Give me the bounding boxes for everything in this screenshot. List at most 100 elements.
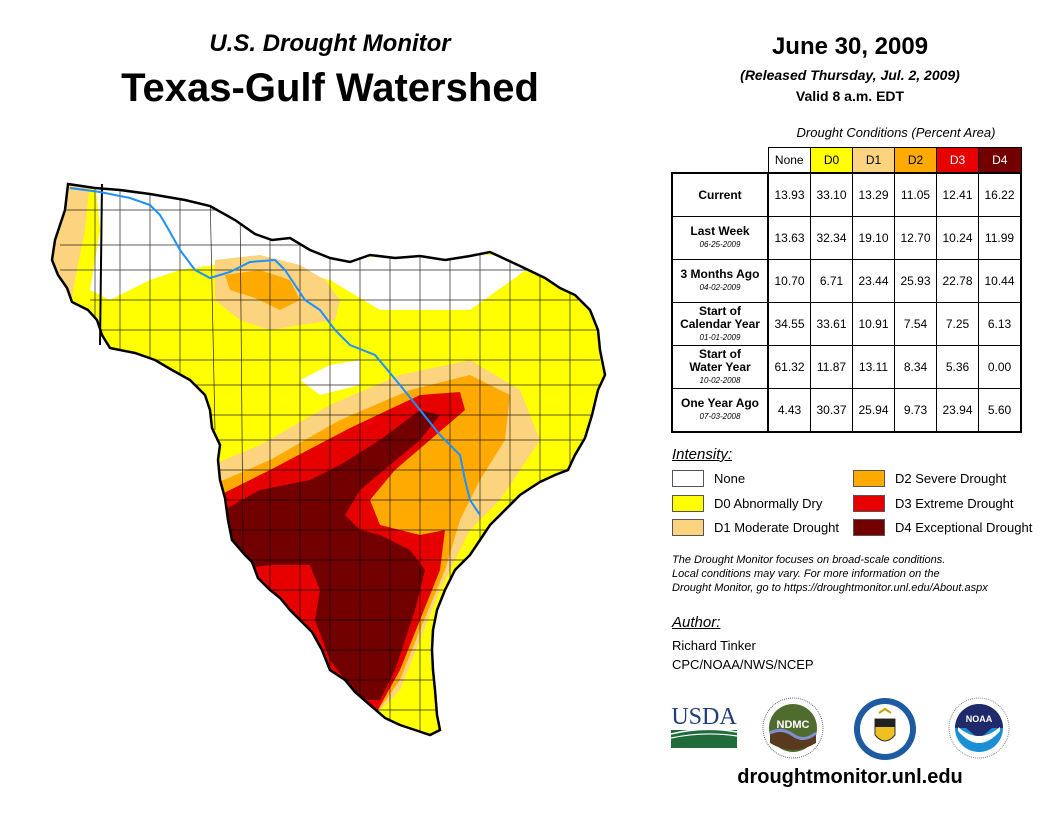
table-cell: 12.41 <box>936 172 979 217</box>
legend-label: D4 Exceptional Drought <box>895 520 1033 535</box>
table-cell: 25.94 <box>852 388 895 433</box>
row-date: 06-25-2009 <box>699 240 741 249</box>
header-d3: D3 <box>936 147 979 174</box>
ndmc-logo: NDMC <box>762 697 824 759</box>
table-row: 3 Months Ago 04-02-2009 10.70 6.71 23.44 25.9… <box>671 259 1022 303</box>
release-date: (Released Thursday, Jul. 2, 2009) <box>740 67 960 83</box>
header-d1: D1 <box>852 147 895 174</box>
row-label-text2: Calendar Year <box>680 316 760 331</box>
legend-label: D0 Abnormally Dry <box>714 496 823 511</box>
table-row: Start of Calendar Year 01-01-2009 34.55 33.6… <box>671 302 1022 346</box>
table-cell: 30.37 <box>810 388 853 433</box>
header-d0: D0 <box>810 147 853 174</box>
row-label-text: Start of <box>699 346 741 361</box>
row-label: Last Week 06-25-2009 <box>671 216 769 260</box>
table-cell: 9.73 <box>894 388 937 433</box>
county-lines <box>60 184 600 735</box>
state-line <box>99 183 103 346</box>
table-row: Current 13.93 33.10 13.29 11.05 12.41 16.22 <box>671 172 1022 217</box>
table-cell: 34.55 <box>767 302 811 346</box>
note-line: Local conditions may vary. For more info… <box>672 568 940 580</box>
header-none: None <box>767 147 811 174</box>
table-cell: 12.70 <box>894 216 937 260</box>
table-cell: 10.70 <box>767 259 811 303</box>
row-label-text: Current <box>698 187 742 202</box>
table-cell: 61.32 <box>767 345 811 389</box>
table-caption: Drought Conditions (Percent Area) <box>796 125 996 140</box>
table-cell: 19.10 <box>852 216 895 260</box>
table-cell: 33.10 <box>810 172 853 217</box>
legend-swatch <box>853 470 885 487</box>
table-header-row: None D0 D1 D2 D3 D4 <box>672 147 1022 174</box>
website-link[interactable]: droughtmonitor.unl.edu <box>737 766 963 788</box>
noaa-logo: NOAA <box>948 697 1010 759</box>
legend-label: D3 Extreme Drought <box>895 496 1014 511</box>
map-title: Texas-Gulf Watershed <box>121 66 539 110</box>
usda-logo-text: USDA <box>671 704 737 730</box>
row-label-text2: Water Year <box>689 359 751 374</box>
row-date: 10-02-2008 <box>699 375 741 385</box>
legend-item-d3: D3 Extreme Drought <box>853 495 1014 512</box>
table-cell: 6.71 <box>810 259 853 303</box>
disclaimer-note: The Drought Monitor focuses on broad-sca… <box>672 553 1042 595</box>
map-date: June 30, 2009 <box>771 33 929 60</box>
note-line: Drought Monitor, go to https://droughtmo… <box>672 582 988 594</box>
header-d4: D4 <box>978 147 1022 174</box>
row-date: 01-01-2009 <box>699 332 741 342</box>
row-date: 07-03-2008 <box>699 412 741 421</box>
table-cell: 22.78 <box>936 259 979 303</box>
table-cell: 6.13 <box>978 302 1022 346</box>
legend-swatch <box>672 519 704 536</box>
table-cell: 33.61 <box>810 302 853 346</box>
legend-item-none: None <box>672 470 745 487</box>
table-row: Last Week 06-25-2009 13.63 32.34 19.10 12.70 1… <box>671 216 1022 260</box>
table-cell: 23.94 <box>936 388 979 433</box>
usda-logo: USDA <box>671 704 737 748</box>
row-label-text: One Year Ago <box>680 396 760 410</box>
legend-item-d4: D4 Exceptional Drought <box>853 519 1032 536</box>
table-row: Start of Water Year 10-02-2008 61.32 11.87 13… <box>671 345 1022 389</box>
table-cell: 13.11 <box>852 345 895 389</box>
commerce-logo <box>854 698 916 760</box>
row-label-text: Start of <box>699 303 741 318</box>
drought-table: None D0 D1 D2 D3 D4 Current 13.93 33.10 13.… <box>671 147 1022 433</box>
ndmc-logo-text: NDMC <box>777 719 810 731</box>
row-label: Current <box>671 172 769 217</box>
map-subtitle: U.S. Drought Monitor <box>209 30 451 57</box>
legend-label: None <box>714 471 746 486</box>
table-cell: 8.34 <box>894 345 937 389</box>
legend-label: D1 Moderate Drought <box>714 520 840 535</box>
legend-swatch <box>853 495 885 512</box>
region-none <box>250 640 290 670</box>
table-cell: 23.44 <box>852 259 895 303</box>
valid-time: Valid 8 a.m. EDT <box>795 88 905 104</box>
table-row: One Year Ago 07-03-2008 4.43 30.37 25.94 9.73… <box>671 388 1022 433</box>
row-date: 04-02-2009 <box>699 283 741 292</box>
table-cell: 25.93 <box>894 259 937 303</box>
row-label: One Year Ago 07-03-2008 <box>671 388 769 433</box>
header-blank <box>672 148 768 174</box>
author-org: CPC/NOAA/NWS/NCEP <box>672 657 814 672</box>
row-label: Start of Water Year 10-02-2008 <box>671 345 769 389</box>
table-cell: 0.00 <box>978 345 1022 389</box>
table-cell: 32.34 <box>810 216 853 260</box>
region-d4 <box>210 410 440 700</box>
legend-label: D2 Severe Drought <box>895 471 1007 486</box>
author-title: Author: <box>672 614 721 631</box>
legend-item-d0: D0 Abnormally Dry <box>672 495 822 512</box>
row-label-text: 3 Months Ago <box>680 267 760 281</box>
table-cell: 4.43 <box>767 388 811 433</box>
table-cell: 10.91 <box>852 302 895 346</box>
note-line: The Drought Monitor focuses on broad-sca… <box>672 554 946 566</box>
table-cell: 5.60 <box>978 388 1022 433</box>
legend-item-d1: D1 Moderate Drought <box>672 519 839 536</box>
legend-swatch <box>672 495 704 512</box>
author-name: Richard Tinker <box>672 638 756 653</box>
legend-title: Intensity: <box>672 446 733 463</box>
row-label: Start of Calendar Year 01-01-2009 <box>671 302 769 346</box>
table-cell: 13.63 <box>767 216 811 260</box>
table-cell: 7.25 <box>936 302 979 346</box>
header-d2: D2 <box>894 147 937 174</box>
table-cell: 11.87 <box>810 345 853 389</box>
river <box>69 187 481 516</box>
